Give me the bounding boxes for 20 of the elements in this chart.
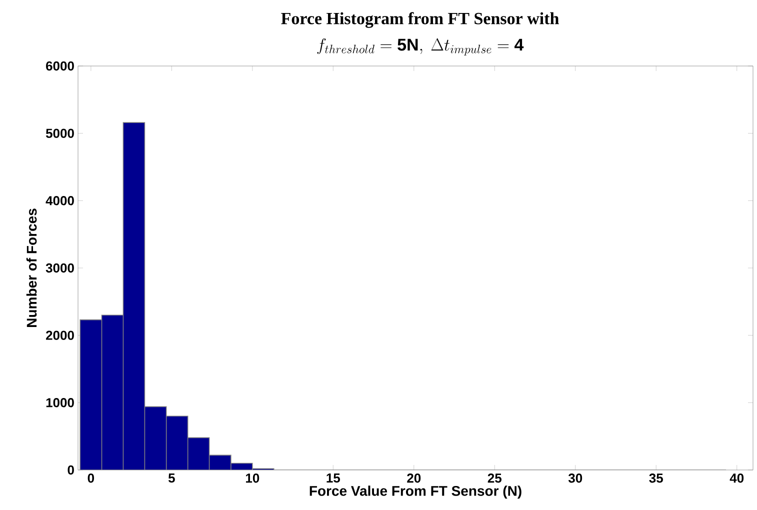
x-tick-label: 35 bbox=[649, 474, 663, 483]
x-tick-label: 25 bbox=[488, 474, 502, 483]
y-tick-label: 4000 bbox=[46, 196, 74, 206]
y-tick-label: 0 bbox=[68, 465, 74, 475]
chart-title: Force Histogram from FT Sensor with bbox=[281, 12, 559, 28]
y-axis-title: Number of Forces bbox=[26, 208, 37, 327]
x-tick-label: 15 bbox=[326, 474, 340, 483]
y-tick-label: 1000 bbox=[46, 398, 74, 408]
y-tick-label: 3000 bbox=[46, 263, 74, 273]
y-tick-label: 5000 bbox=[46, 128, 74, 138]
x-tick-label: 10 bbox=[246, 474, 260, 483]
x-tick-label: 0 bbox=[88, 474, 94, 483]
x-axis-title: Force Value From FT Sensor (N) bbox=[310, 486, 522, 499]
y-tick-label: 6000 bbox=[46, 61, 74, 71]
x-tick-label: 5 bbox=[168, 474, 175, 483]
y-tick-label: 2000 bbox=[46, 330, 74, 340]
x-tick-label: 20 bbox=[407, 474, 421, 483]
x-tick-label: 40 bbox=[730, 474, 744, 483]
x-tick-label: 30 bbox=[568, 474, 582, 483]
chart-subtitle: $f_{threshold}=\mathbf{5N},\ \Delta t_{impulse}=\mathbf{4}$ bbox=[317, 38, 524, 56]
